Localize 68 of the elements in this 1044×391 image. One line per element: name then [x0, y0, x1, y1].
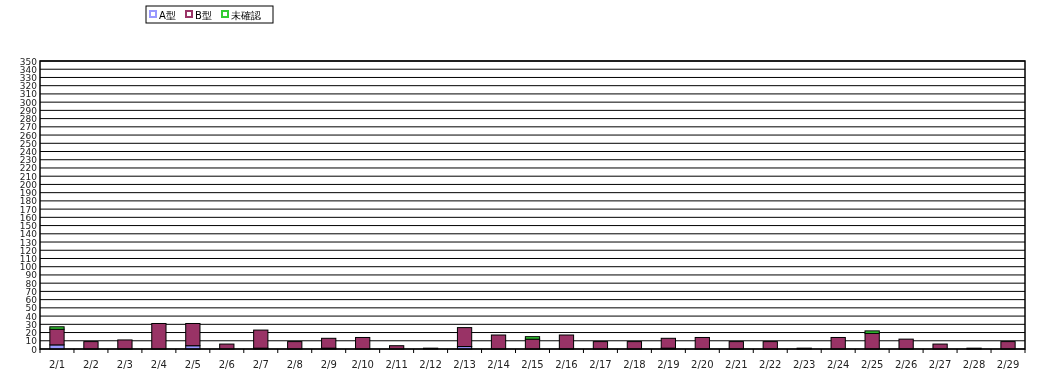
x-tick-label: 2/24 [826, 359, 850, 370]
y-tick-label: 30 [25, 319, 38, 330]
y-tick-label: 320 [19, 81, 38, 92]
x-tick-label: 2/25 [860, 359, 884, 370]
x-tick-label: 2/8 [286, 359, 303, 370]
y-tick-label: 150 [19, 221, 38, 232]
x-tick-label: 2/13 [453, 359, 476, 370]
x-tick-label: 2/26 [894, 359, 918, 370]
y-tick-label: 50 [25, 303, 38, 314]
x-tick-label: 2/19 [657, 359, 680, 370]
y-tick-label: 330 [19, 72, 38, 83]
x-tick-label: 2/3 [116, 359, 133, 370]
y-tick-label: 210 [19, 171, 38, 182]
x-tick-label: 2/28 [962, 359, 986, 370]
x-tick-label: 2/10 [351, 359, 374, 370]
y-tick-label: 60 [25, 295, 38, 306]
x-tick-label: 2/5 [184, 359, 201, 370]
x-tick-label: 2/17 [589, 359, 612, 370]
y-tick-label: 80 [25, 278, 38, 289]
x-tick-label: 2/21 [725, 359, 748, 370]
x-tick-label: 2/29 [996, 359, 1020, 370]
x-tick-label: 2/9 [320, 359, 337, 370]
y-tick-label: 280 [19, 114, 38, 125]
y-tick-label: 350 [19, 56, 38, 67]
x-tick-label: 2/23 [792, 359, 816, 370]
x-tick-label: 2/20 [691, 359, 714, 370]
legend-label: A型 [159, 9, 176, 21]
legend-label: 未確認 [231, 9, 261, 21]
y-tick-label: 130 [19, 237, 38, 248]
x-tick-label: 2/7 [252, 359, 269, 370]
y-tick-label: 300 [19, 97, 38, 108]
x-tick-label: 2/27 [928, 359, 952, 370]
y-tick-label: 270 [19, 122, 38, 133]
y-tick-label: 70 [25, 286, 38, 297]
y-tick-label: 0 [31, 344, 38, 355]
y-tick-label: 100 [19, 262, 38, 273]
y-tick-label: 250 [19, 138, 38, 149]
x-tick-label: 2/22 [759, 359, 782, 370]
x-tick-label: 2/18 [623, 359, 646, 370]
y-tick-label: 20 [25, 328, 38, 339]
x-tick-label: 2/15 [521, 359, 544, 370]
y-tick-label: 260 [19, 130, 38, 141]
x-tick-label: 2/4 [150, 359, 167, 370]
x-tick-label: 2/6 [218, 359, 235, 370]
y-tick-label: 110 [19, 253, 38, 264]
y-tick-label: 90 [25, 270, 38, 281]
y-tick-label: 180 [19, 196, 38, 207]
y-tick-label: 120 [19, 245, 38, 256]
y-tick-label: 290 [19, 105, 38, 116]
y-tick-label: 340 [19, 64, 38, 75]
y-tick-label: 40 [25, 311, 38, 322]
y-tick-label: 170 [19, 204, 38, 215]
legend-label: B型 [195, 9, 212, 21]
y-tick-label: 10 [25, 336, 38, 347]
y-tick-label: 160 [19, 212, 38, 223]
x-tick-label: 2/1 [48, 359, 66, 370]
y-tick-label: 220 [19, 163, 38, 174]
y-tick-label: 190 [19, 188, 38, 199]
x-tick-label: 2/11 [385, 359, 408, 370]
x-tick-label: 2/2 [82, 359, 99, 370]
y-tick-label: 200 [19, 179, 38, 190]
y-tick-label: 240 [19, 147, 38, 158]
x-tick-label: 2/16 [555, 359, 578, 370]
y-tick-label: 310 [19, 89, 38, 100]
y-tick-label: 140 [19, 229, 38, 240]
x-tick-label: 2/12 [419, 359, 442, 370]
y-tick-label: 230 [19, 155, 38, 166]
x-tick-label: 2/14 [487, 359, 510, 370]
